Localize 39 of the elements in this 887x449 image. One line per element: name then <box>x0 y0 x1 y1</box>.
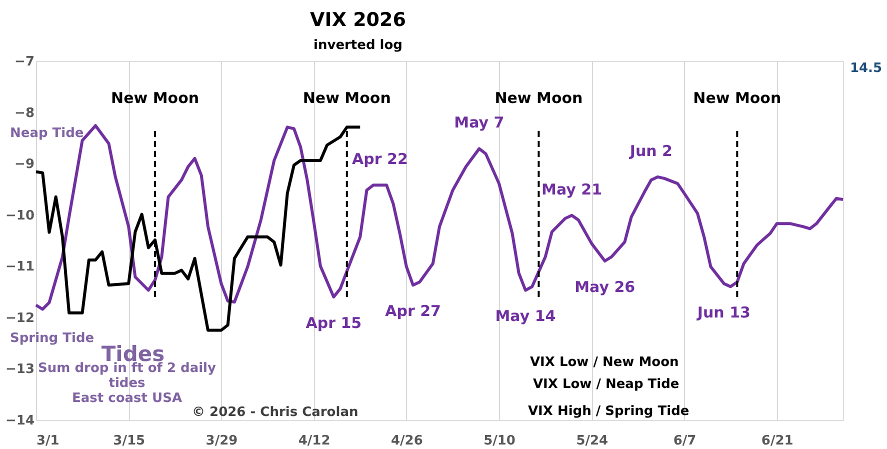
annotation: Apr 22 <box>352 150 408 168</box>
ref-line-label: New Moon <box>693 89 782 107</box>
annotation: May 26 <box>574 278 636 296</box>
text: 14.5 <box>850 61 882 76</box>
annotation: Neap Tide <box>10 126 84 141</box>
y-tick-label: −9 <box>14 157 34 172</box>
y-tick-label: −12 <box>6 310 34 326</box>
y-tick-label: −10 <box>6 208 34 224</box>
ref-line-label: New Moon <box>111 89 200 107</box>
y-tick-label: −13 <box>6 362 34 378</box>
chart-subtitle: inverted log <box>314 38 402 53</box>
y-tick-label: −14 <box>6 414 34 428</box>
ref-line-label: New Moon <box>302 89 391 107</box>
annotation: Jun 2 <box>628 142 672 160</box>
annotation: VIX High / Spring Tide <box>528 404 690 419</box>
y-tick-label: −8 <box>14 106 34 121</box>
annotation: © 2026 - Chris Carolan <box>192 405 358 420</box>
chart-title: VIX 2026 <box>310 9 406 31</box>
x-tick-label: 3/29 <box>206 434 238 448</box>
y-tick-label: −11 <box>6 260 34 275</box>
x-tick-label: 6/21 <box>761 434 794 448</box>
x-tick-label: 4/12 <box>298 434 330 448</box>
annotation: Apr 27 <box>385 302 441 320</box>
ref-line-label: New Moon <box>494 89 583 107</box>
annotation: VIX Low / New Moon <box>530 355 679 370</box>
x-tick-label: 3/1 <box>36 434 60 448</box>
annotation: VIX Low / Neap Tide <box>533 377 680 392</box>
annotation: May 21 <box>542 180 602 198</box>
x-tick-label: 3/15 <box>113 434 146 448</box>
x-tick-label: 5/24 <box>576 434 608 448</box>
annotation: May 14 <box>495 307 556 326</box>
x-tick-label: 4/26 <box>390 434 423 448</box>
annotation: Apr 15 <box>306 314 362 332</box>
annotation: May 7 <box>454 114 504 132</box>
annotation: Jun 13 <box>696 304 750 322</box>
y-tick-label: −7 <box>14 54 34 70</box>
x-tick-label: 6/7 <box>673 434 696 448</box>
annotation: Spring Tide <box>10 331 94 346</box>
x-tick-label: 5/10 <box>484 434 516 448</box>
